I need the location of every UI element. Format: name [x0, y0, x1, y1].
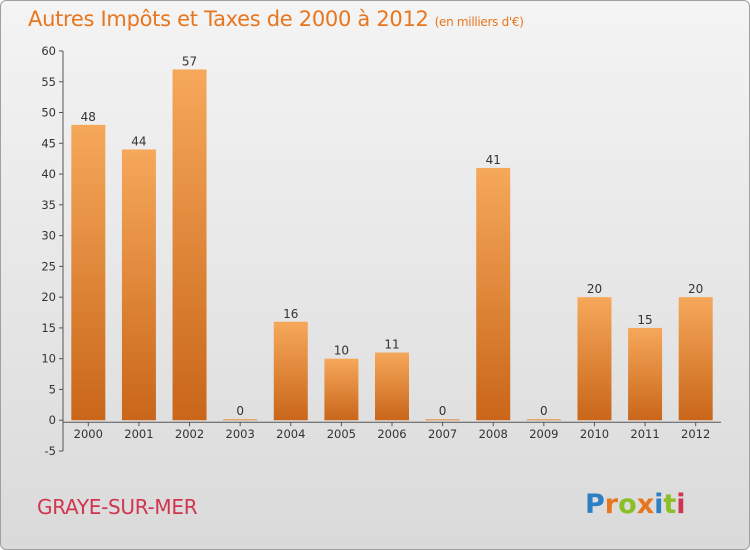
logo-letter: t [663, 489, 677, 520]
data-label: 0 [540, 404, 548, 418]
y-tick-label: 5 [49, 382, 56, 396]
x-tick-label: 2007 [428, 427, 457, 441]
y-tick-label: 30 [41, 229, 56, 243]
data-label: 48 [81, 110, 96, 124]
y-tick-label: 0 [49, 413, 56, 427]
bar [324, 358, 359, 421]
y-tick-label: 60 [41, 44, 56, 58]
chart-subtitle: (en milliers d'€) [434, 15, 524, 29]
bar [273, 321, 308, 421]
data-label: 20 [688, 282, 703, 296]
y-tick-label: 40 [41, 167, 56, 181]
data-label: 15 [637, 313, 652, 327]
y-tick-label: -5 [45, 444, 56, 458]
x-tick-label: 2001 [124, 427, 153, 441]
bars [71, 69, 713, 421]
y-tick-label: 45 [41, 136, 56, 150]
data-labels: 48 44 57 0 16 10 11 0 41 0 20 15 20 [81, 54, 704, 418]
x-tick-label: 2010 [580, 427, 609, 441]
x-tick-label: 2009 [529, 427, 558, 441]
x-tick-label: 2000 [74, 427, 103, 441]
logo-letter: i [654, 489, 664, 520]
y-tick-label: 50 [41, 106, 56, 120]
y-tick-label: 35 [41, 198, 56, 212]
data-label: 41 [486, 153, 501, 167]
y-tick-label: 25 [41, 259, 56, 273]
bar [628, 327, 663, 421]
bar [172, 69, 207, 421]
data-label: 10 [334, 344, 349, 358]
x-tick-label: 2012 [681, 427, 710, 441]
bar [425, 419, 460, 421]
y-tick-label: 55 [41, 75, 56, 89]
bar [375, 352, 409, 421]
logo-letter: o [618, 489, 637, 520]
logo-letter: r [604, 489, 619, 520]
bar [476, 167, 511, 421]
y-tick-label: 20 [41, 290, 56, 304]
data-label: 16 [283, 307, 298, 321]
x-tick-label: 2008 [479, 427, 508, 441]
data-label: 57 [182, 54, 197, 68]
chart-title: Autres Impôts et Taxes de 2000 à 2012 (en… [28, 7, 524, 31]
bar [71, 124, 106, 421]
x-tick-label: 2005 [327, 427, 356, 441]
bar [121, 149, 156, 421]
data-label: 11 [384, 338, 399, 352]
bar [223, 419, 258, 421]
bar [678, 297, 713, 421]
data-label: 0 [439, 404, 447, 418]
data-label: 0 [236, 404, 244, 418]
y-tick-label: 15 [41, 321, 56, 335]
logo-letter: P [585, 489, 605, 520]
bar [577, 297, 612, 421]
data-label: 44 [131, 134, 146, 148]
proxiti-logo[interactable]: Proxiti [585, 489, 686, 520]
bar [526, 419, 561, 421]
x-tick-label: 2006 [377, 427, 406, 441]
data-label: 20 [587, 282, 602, 296]
place-name: GRAYE-SUR-MER [37, 495, 198, 519]
logo-letter: x [636, 489, 655, 520]
logo-letter: i [676, 489, 686, 520]
chart-title-text: Autres Impôts et Taxes de 2000 à 2012 [28, 7, 429, 31]
x-tick-label: 2003 [226, 427, 255, 441]
x-tick-label: 2011 [630, 427, 659, 441]
y-tick-label: 10 [41, 352, 56, 366]
x-tick-label: 2002 [175, 427, 204, 441]
x-tick-label: 2004 [276, 427, 305, 441]
